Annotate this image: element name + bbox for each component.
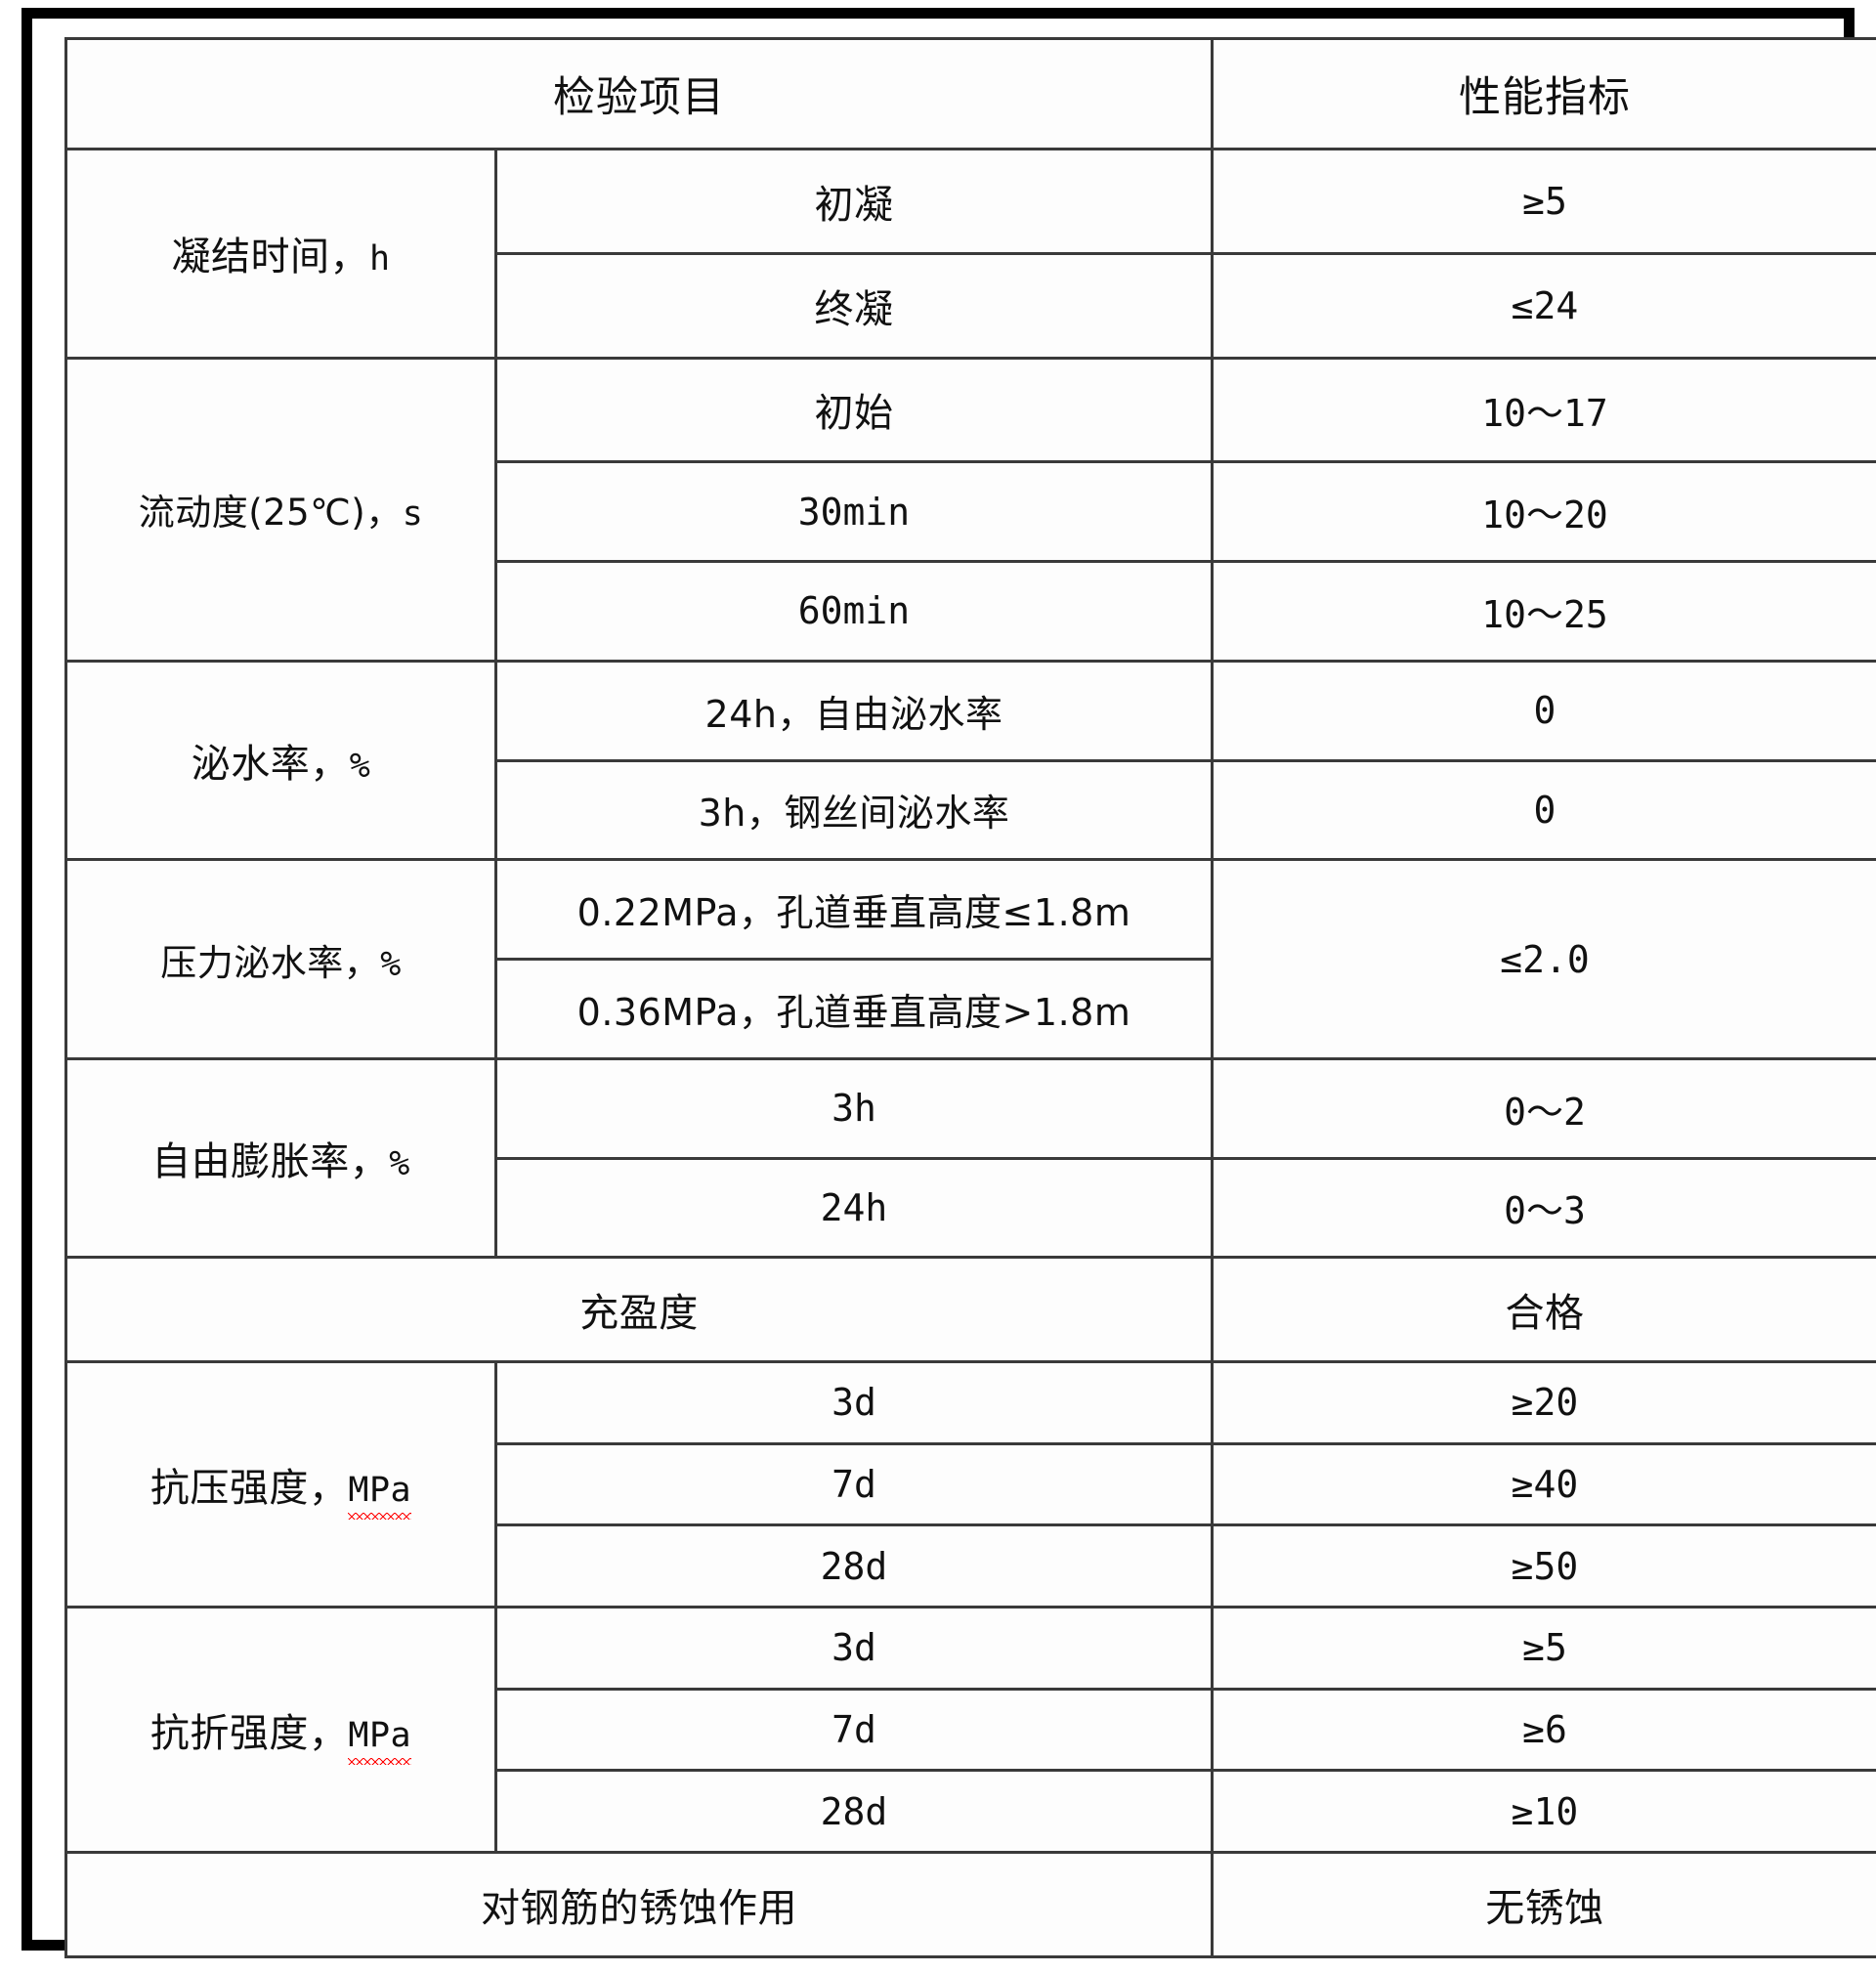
item-label: 24h <box>494 1156 1214 1260</box>
group-label-text: 凝结时间， <box>171 235 369 280</box>
group-label-unit: s <box>402 494 424 535</box>
group-label-text: 泌水率， <box>191 742 350 788</box>
table-row: 泌水率，% 24h，自由泌水率 0 <box>64 659 1876 862</box>
group-label-unit: h <box>368 239 391 279</box>
table-row: 28d ≥50 <box>66 1523 1876 1609</box>
item-label: 30min <box>494 460 1214 564</box>
indicator-value: ≥5 <box>1211 1606 1876 1691</box>
item-label-fullwidth: 对钢筋的锈蚀作用 <box>64 1851 1214 1958</box>
table-row: 0.36MPa，孔道垂直高度>1.8m <box>66 958 1876 1060</box>
group-label-text: 流动度(25℃)， <box>138 492 403 535</box>
group-label-text: 抗折强度， <box>149 1711 349 1757</box>
indicator-value: ≥5 <box>1211 148 1876 255</box>
header-indicator: 性能指标 <box>1211 37 1876 151</box>
item-label: 0.36MPa，孔道垂直高度>1.8m <box>494 958 1214 1060</box>
group-label-setting-time: 凝结时间，h <box>64 148 497 360</box>
table-row: 抗折强度，MPa 3d ≥5 <box>64 1606 1876 1855</box>
indicator-value: 0 <box>1211 659 1876 762</box>
indicator-value: 10～17 <box>1211 356 1876 464</box>
indicator-value-merged: ≤2.0 <box>1211 858 1876 1060</box>
item-label: 3h，钢丝间泌水率 <box>494 758 1214 862</box>
item-label: 初始 <box>494 356 1214 464</box>
table-row: 对钢筋的锈蚀作用 无锈蚀 <box>64 1851 1876 1958</box>
table-row: 7d ≥40 <box>66 1441 1876 1527</box>
item-label: 3d <box>494 1359 1214 1445</box>
indicator-value: ≥6 <box>1211 1687 1876 1773</box>
indicator-value: 0 <box>1211 758 1876 862</box>
table-row: 压力泌水率，% 0.22MPa，孔道垂直高度≤1.8m ≤2.0 <box>64 858 1876 1060</box>
table-row: 24h 0～3 <box>66 1156 1876 1260</box>
table-row: 60min 10～25 <box>66 560 1876 663</box>
indicator-value: 10～25 <box>1211 560 1876 663</box>
indicator-value: 0～2 <box>1211 1056 1876 1160</box>
item-label: 28d <box>494 1769 1214 1855</box>
table-container: 检验项目 性能指标 凝结时间，h 初凝 ≥5 终凝 ≤24 <box>64 37 1876 1958</box>
indicator-value: ≤24 <box>1211 251 1876 360</box>
group-label-unit-misspelled: MPa <box>348 1716 412 1766</box>
item-label: 初凝 <box>494 148 1214 255</box>
indicator-value: 合格 <box>1211 1256 1876 1363</box>
group-label-fluidity: 流动度(25℃)，s <box>64 356 497 663</box>
header-item: 检验项目 <box>64 37 1214 151</box>
indicator-value: 无锈蚀 <box>1211 1851 1876 1958</box>
indicator-value: ≥10 <box>1211 1769 1876 1855</box>
group-label-text: 自由膨胀率， <box>151 1139 390 1185</box>
group-label-unit-misspelled: MPa <box>348 1470 412 1520</box>
indicator-value: ≥50 <box>1211 1523 1876 1609</box>
specification-table: 检验项目 性能指标 凝结时间，h 初凝 ≥5 终凝 ≤24 <box>64 37 1876 1958</box>
table-row: 流动度(25℃)，s 初始 10～17 <box>64 356 1876 663</box>
outer-frame: 检验项目 性能指标 凝结时间，h 初凝 ≥5 终凝 ≤24 <box>21 8 1876 1958</box>
group-label-text: 压力泌水率， <box>160 941 381 984</box>
item-label: 24h，自由泌水率 <box>494 659 1214 762</box>
group-label-bleeding-rate: 泌水率，% <box>64 659 497 862</box>
item-label: 7d <box>494 1441 1214 1527</box>
item-label: 终凝 <box>494 251 1214 360</box>
table-row: 抗压强度，MPa 3d ≥20 <box>64 1359 1876 1609</box>
table-row: 7d ≥6 <box>66 1687 1876 1773</box>
group-label-compressive-strength: 抗压强度，MPa <box>64 1359 497 1609</box>
table-row: 凝结时间，h 初凝 ≥5 <box>64 148 1876 360</box>
item-label: 28d <box>494 1523 1214 1609</box>
item-label: 60min <box>494 560 1214 663</box>
table-row: 30min 10～20 <box>66 460 1876 564</box>
indicator-value: ≥20 <box>1211 1359 1876 1445</box>
group-label-unit: % <box>349 747 371 787</box>
group-label-text: 抗压强度， <box>149 1465 349 1511</box>
group-label-unit: % <box>389 1144 410 1184</box>
table-row: 3h，钢丝间泌水率 0 <box>66 758 1876 862</box>
table-row: 充盈度 合格 <box>64 1256 1876 1363</box>
item-label-fullwidth: 充盈度 <box>64 1256 1214 1363</box>
table-row: 自由膨胀率，% 3h 0～2 <box>64 1056 1876 1260</box>
indicator-value: ≥40 <box>1211 1441 1876 1527</box>
indicator-value: 0～3 <box>1211 1156 1876 1260</box>
group-label-flexural-strength: 抗折强度，MPa <box>64 1606 497 1855</box>
indicator-value: 10～20 <box>1211 460 1876 564</box>
table-header-row: 检验项目 性能指标 <box>64 37 1876 151</box>
group-label-pressure-bleeding-rate: 压力泌水率，% <box>64 858 497 1060</box>
group-label-free-expansion-rate: 自由膨胀率，% <box>64 1056 497 1260</box>
item-label: 0.22MPa，孔道垂直高度≤1.8m <box>494 858 1214 962</box>
item-label: 3h <box>494 1056 1214 1160</box>
item-label: 3d <box>494 1606 1214 1691</box>
item-label: 7d <box>494 1687 1214 1773</box>
group-label-unit: % <box>380 944 402 984</box>
table-row: 终凝 ≤24 <box>66 251 1876 360</box>
table-row: 28d ≥10 <box>66 1769 1876 1855</box>
